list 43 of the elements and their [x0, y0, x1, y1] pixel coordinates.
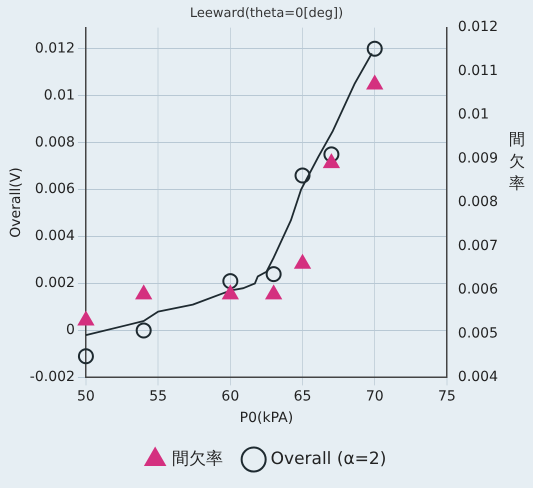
point — [294, 168, 311, 184]
x-tick-label: 75 — [438, 388, 456, 404]
y2-tick-label: 0.012 — [458, 19, 498, 36]
chart-title: Leeward(theta=0[deg]) — [190, 6, 344, 22]
x-tick-label: 70 — [366, 388, 384, 404]
point — [294, 254, 311, 269]
point — [222, 273, 238, 290]
y-tick-label: 0.002 — [34, 275, 75, 292]
y2-axis-title: 間欠率 — [509, 130, 525, 193]
x-tick-label: 55 — [149, 388, 168, 404]
point — [222, 284, 239, 300]
y-tick-label: 0.008 — [34, 134, 75, 150]
legend-label: 間欠率 — [172, 448, 224, 469]
x-axis-title: P0(kPA) — [240, 410, 294, 426]
y2-tick-label: 0.004 — [458, 369, 498, 386]
y-tick-label: 0.004 — [34, 228, 76, 244]
legend-label: Overall (α=2) — [270, 448, 386, 469]
point — [78, 311, 94, 326]
point — [323, 154, 340, 168]
point — [265, 284, 282, 300]
y-axis-title: Overall(V) — [8, 167, 24, 238]
x-tick-label: 65 — [294, 388, 312, 404]
y-tick-label: -0.002 — [30, 369, 75, 386]
x-tick-label: 50 — [77, 388, 95, 404]
y-tick-label: 0.006 — [34, 181, 76, 198]
point — [78, 348, 94, 364]
y2-tick-label: 0.007 — [458, 238, 498, 254]
y2-tick-label: 0.005 — [458, 325, 498, 342]
x-tick-label: 60 — [221, 388, 240, 404]
y2-tick-label: 0.009 — [458, 150, 498, 166]
y-tick-label: 0 — [66, 322, 75, 338]
point — [366, 40, 383, 57]
point — [323, 146, 340, 162]
y2-tick-label: 0.006 — [458, 282, 498, 298]
point — [135, 284, 152, 300]
y2-tick-label: 0.01 — [458, 106, 490, 123]
y2-tick-label: 0.008 — [458, 194, 498, 210]
y-tick-label: 0.01 — [44, 87, 75, 104]
y-tick-label: 0.012 — [34, 40, 75, 56]
y2-tick-label: 0.011 — [458, 62, 498, 79]
point — [266, 266, 282, 282]
point — [366, 74, 384, 90]
point — [136, 322, 152, 338]
